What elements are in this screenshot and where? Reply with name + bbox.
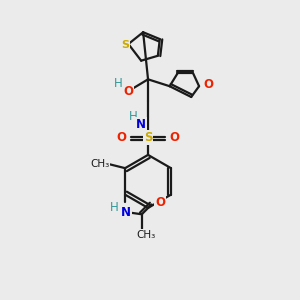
Text: CH₃: CH₃ <box>136 230 155 240</box>
Text: O: O <box>203 78 213 91</box>
Text: N: N <box>121 206 131 219</box>
Text: S: S <box>122 40 130 50</box>
Text: CH₃: CH₃ <box>90 159 109 169</box>
Text: O: O <box>123 85 134 98</box>
Text: H: H <box>129 110 138 123</box>
Text: O: O <box>169 131 179 144</box>
Text: H: H <box>110 201 119 214</box>
Text: O: O <box>155 196 165 209</box>
Text: S: S <box>144 131 152 144</box>
Text: H: H <box>114 77 123 90</box>
Text: O: O <box>116 131 127 144</box>
Text: N: N <box>136 118 146 131</box>
